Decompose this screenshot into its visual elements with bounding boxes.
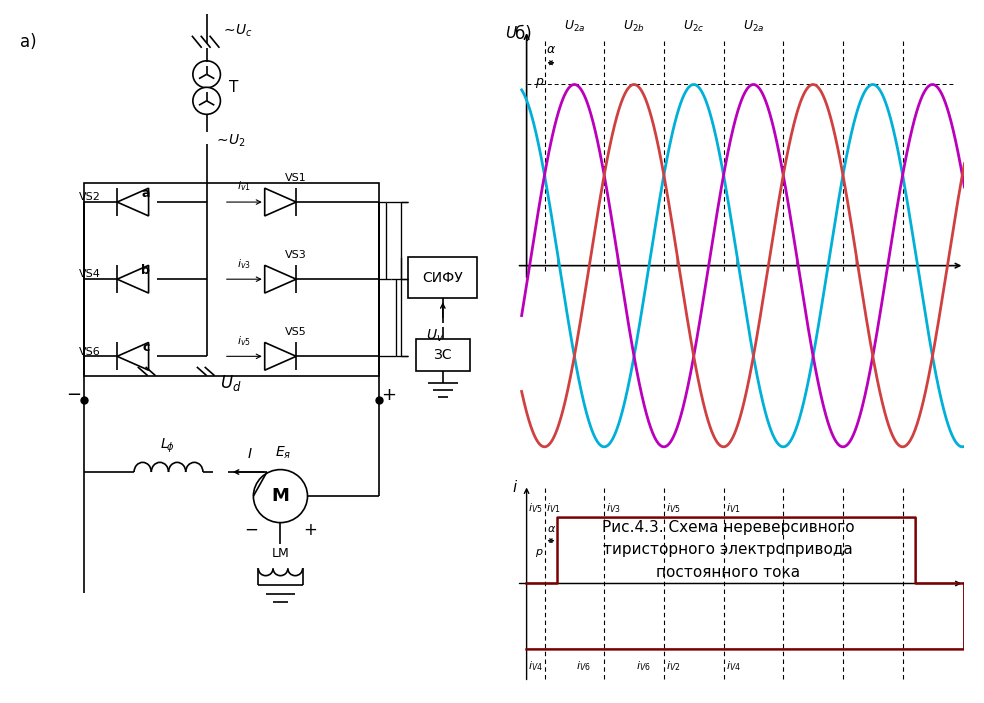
Text: c: c [143, 341, 151, 354]
Text: $L_{\!\phi}$: $L_{\!\phi}$ [160, 437, 174, 455]
Text: $U_{2a}$: $U_{2a}$ [743, 19, 765, 34]
Text: $U_{2b}$: $U_{2b}$ [623, 19, 645, 34]
Text: $i_{V5}$: $i_{V5}$ [666, 501, 681, 515]
Circle shape [193, 61, 220, 88]
Text: VS3: VS3 [285, 250, 307, 260]
Text: $i_{v1}$: $i_{v1}$ [236, 179, 251, 193]
Text: $i_{V5}$: $i_{V5}$ [527, 501, 542, 515]
Text: b: b [141, 264, 151, 277]
Bar [416, 340, 470, 370]
Text: $\sim\!U_c$: $\sim\!U_c$ [221, 22, 254, 39]
Text: $U_{2a}$: $U_{2a}$ [564, 19, 585, 34]
Text: б): б) [515, 25, 531, 43]
Bar [408, 257, 477, 299]
Circle shape [254, 470, 308, 522]
Text: $i_{V1}$: $i_{V1}$ [546, 501, 561, 515]
Text: $E_я$: $E_я$ [275, 445, 291, 461]
Text: p: p [535, 547, 542, 557]
Text: +: + [303, 521, 317, 539]
Text: Т: Т [229, 80, 238, 95]
Circle shape [193, 87, 220, 115]
Text: $i_{v5}$: $i_{v5}$ [236, 334, 251, 348]
Text: $i_{V6}$: $i_{V6}$ [636, 659, 650, 673]
Text: Рис.4.3. Схема нереверсивного
тиристорного электропривода
постоянного тока: Рис.4.3. Схема нереверсивного тиристорно… [602, 520, 854, 579]
Text: $i_{V4}$: $i_{V4}$ [725, 659, 741, 673]
Text: $U_d$: $U_d$ [220, 373, 242, 393]
Text: U: U [506, 26, 517, 41]
Text: СИФУ: СИФУ [422, 271, 463, 285]
Bar [84, 183, 379, 375]
Text: VS5: VS5 [285, 327, 307, 337]
Text: $i_{v3}$: $i_{v3}$ [236, 257, 251, 271]
Text: VS4: VS4 [79, 269, 100, 279]
Text: $U_{2c}$: $U_{2c}$ [683, 19, 705, 34]
Text: $I$: $I$ [247, 447, 253, 461]
Text: $\sim\!U_2$: $\sim\!U_2$ [215, 132, 246, 148]
Text: i: i [513, 480, 517, 496]
Text: M: M [272, 487, 289, 505]
Text: $i_{V1}$: $i_{V1}$ [725, 501, 740, 515]
Text: −: − [66, 386, 82, 404]
Text: −: − [244, 521, 258, 539]
Text: α: α [547, 524, 555, 534]
Text: VS6: VS6 [79, 347, 100, 356]
Text: $i_{V3}$: $i_{V3}$ [606, 501, 621, 515]
Text: +: + [381, 386, 397, 404]
Text: α: α [547, 42, 555, 56]
Text: $i_{V2}$: $i_{V2}$ [666, 659, 680, 673]
Text: LM: LM [272, 547, 289, 560]
Text: p: p [534, 75, 542, 89]
Text: $U_v$: $U_v$ [426, 328, 445, 344]
Text: $i_{V6}$: $i_{V6}$ [577, 659, 591, 673]
Text: а): а) [20, 33, 36, 51]
Text: VS1: VS1 [285, 173, 307, 183]
Text: $i_{V4}$: $i_{V4}$ [527, 659, 542, 673]
Text: a: a [142, 187, 151, 200]
Text: ЗС: ЗС [434, 348, 452, 362]
Text: VS2: VS2 [79, 192, 100, 202]
